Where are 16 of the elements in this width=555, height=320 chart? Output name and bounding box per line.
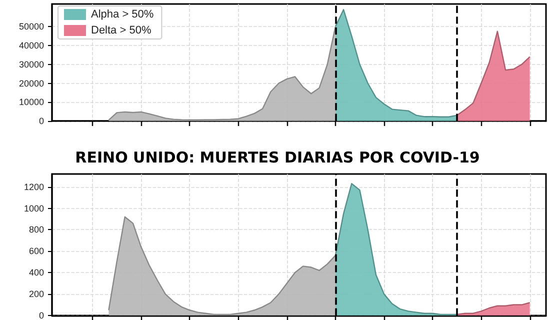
y-tick-label: 400 xyxy=(28,268,44,278)
y-tick-label: 0 xyxy=(38,310,44,320)
y-tick-label: 600 xyxy=(28,246,44,256)
y-tick-label: 0 xyxy=(38,116,44,126)
y-tick-label: 1200 xyxy=(24,182,44,192)
y-tick-label: 1000 xyxy=(24,203,44,214)
legend-label: Alpha > 50% xyxy=(91,8,154,20)
chart-title: REINO UNIDO: MUERTES DIARIAS POR COVID-19 xyxy=(75,148,480,166)
y-tick-label: 30000 xyxy=(18,59,44,70)
y-tick-label: 200 xyxy=(28,289,44,300)
legend-label: Delta > 50% xyxy=(91,24,152,36)
y-tick-label: 800 xyxy=(28,224,44,235)
y-tick-label: 40000 xyxy=(18,40,44,51)
y-tick-label: 50000 xyxy=(18,22,44,32)
y-tick-label: 10000 xyxy=(18,97,44,108)
y-tick-label: 20000 xyxy=(18,78,44,88)
